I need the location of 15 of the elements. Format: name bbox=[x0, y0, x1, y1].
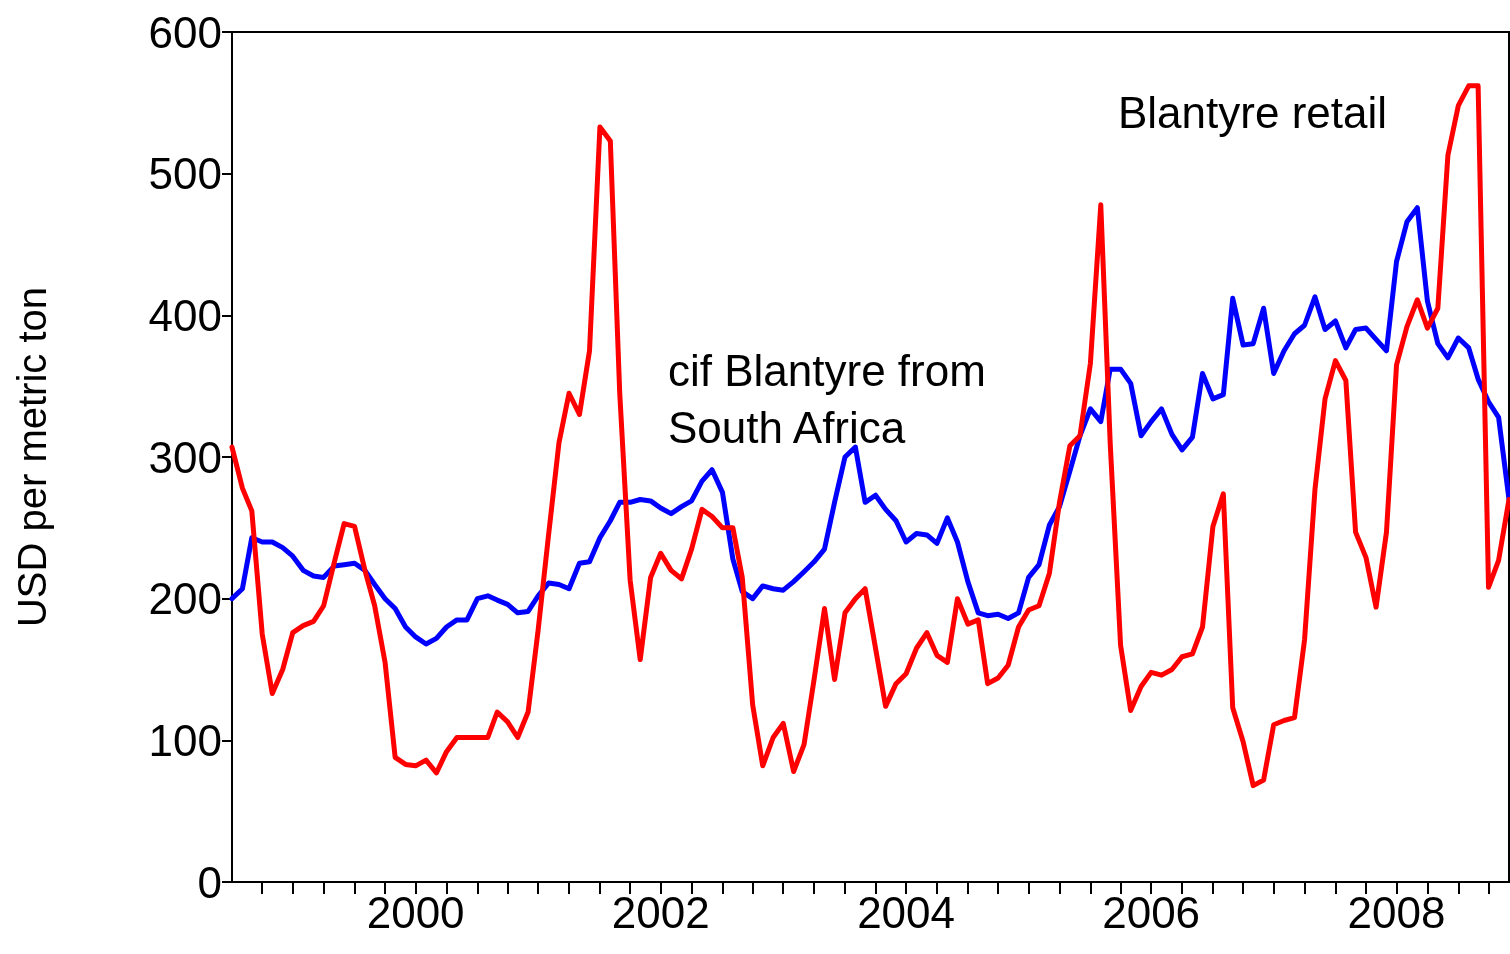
y-tick-label: 400 bbox=[148, 290, 222, 340]
x-tick-label: 2000 bbox=[366, 887, 465, 937]
x-tick-label: 2008 bbox=[1347, 887, 1446, 937]
y-axis-title: USD per metric ton bbox=[10, 286, 54, 628]
series-label: Blantyre retail bbox=[1118, 88, 1388, 137]
y-tick-label: 300 bbox=[148, 432, 222, 482]
y-tick-label: 500 bbox=[148, 149, 222, 199]
x-tick-label: 2002 bbox=[611, 887, 710, 937]
x-tick-label: 2004 bbox=[857, 887, 956, 937]
y-tick-label: 0 bbox=[197, 857, 222, 907]
y-tick-label: 600 bbox=[148, 7, 222, 57]
series-label: cif Blantyre from South Africa bbox=[668, 346, 999, 452]
y-tick-label: 100 bbox=[148, 715, 222, 765]
y-tick-label: 200 bbox=[148, 574, 222, 624]
x-tick-label: 2006 bbox=[1102, 887, 1201, 937]
